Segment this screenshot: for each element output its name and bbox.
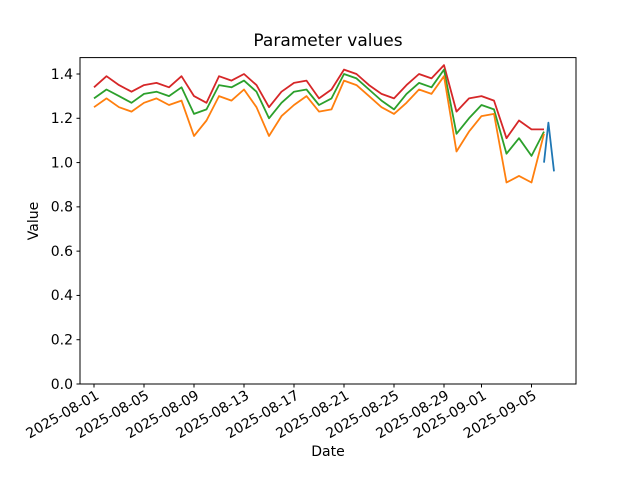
y-tick-label: 1.0 <box>51 155 73 171</box>
series-line-orange <box>93 75 545 184</box>
series-line-blue <box>543 121 555 172</box>
y-tick-label: 1.2 <box>51 111 73 127</box>
y-tick-label: 0.2 <box>51 333 73 349</box>
chart-title: Parameter values <box>253 31 403 51</box>
y-tick-label: 1.4 <box>51 67 73 83</box>
y-tick-label: 0.0 <box>51 377 73 393</box>
y-tick-label: 0.4 <box>51 288 73 304</box>
y-tick-label: 0.6 <box>51 244 73 260</box>
series-line-green <box>93 68 545 157</box>
y-axis-label: Value <box>26 201 42 241</box>
y-tick-label: 0.8 <box>51 200 73 216</box>
plot-frame <box>79 57 577 385</box>
series-line-red <box>93 64 544 140</box>
x-axis-label: Date <box>311 444 345 460</box>
